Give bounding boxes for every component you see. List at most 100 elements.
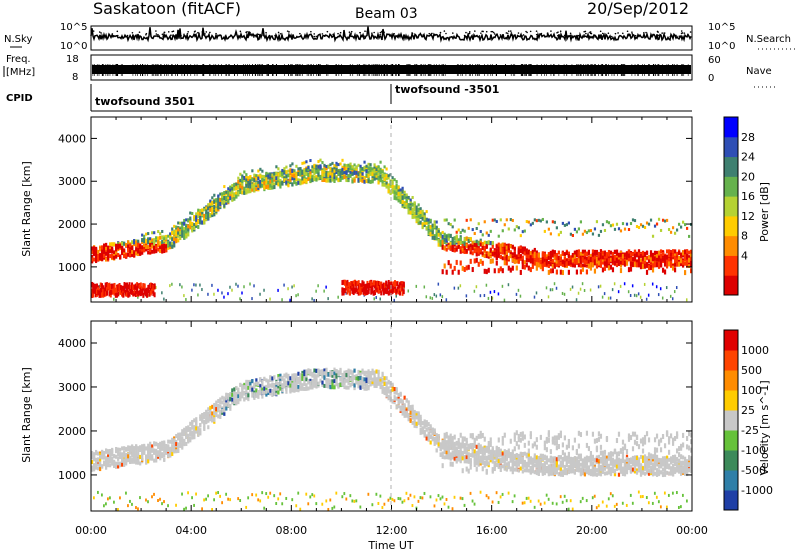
velocity-cell [161,502,163,505]
power-cell [578,258,580,263]
velocity-cell [163,453,165,457]
search-noise-dot [431,33,433,35]
power-cell [225,191,227,194]
velocity-cell [115,447,117,451]
power-cell [277,182,279,186]
power-cell [684,262,686,266]
power-cell [217,194,219,197]
power-cell [550,268,552,273]
power-cell [311,165,313,168]
power-cell [231,198,233,202]
velocity-cell [273,392,275,396]
velocity-cell [273,383,275,387]
power-cell [375,296,377,299]
search-noise-dot [589,31,591,33]
power-cell [610,251,612,255]
power-cell [614,256,616,260]
velocity-cell [109,496,111,499]
sky-left-tick-bottom: 10^0 [60,41,87,52]
velocity-cell [135,461,137,465]
power-cell [508,283,510,286]
power-cell [630,257,632,261]
power-cell [349,166,351,170]
velocity-cell [143,444,145,448]
power-cell [474,290,476,293]
power-cell [594,255,596,259]
search-noise-dot [652,35,654,37]
power-cell [261,178,263,182]
power-cell [221,291,223,294]
power-cell [462,248,464,252]
power-cell [500,218,502,221]
velocity-cell [199,417,201,421]
search-noise-dot [617,32,619,34]
power-cell [588,264,590,269]
power-cell [267,185,269,189]
power-cell [273,185,275,189]
velocity-cell [191,436,193,440]
search-noise-dot [252,34,254,36]
power-cell [247,189,249,193]
search-noise-dot [253,36,255,38]
power-cell [580,288,582,291]
search-noise-dot [480,32,482,34]
search-noise-dot [476,36,478,38]
velocity-cell [169,453,171,457]
velocity-cell [293,373,295,377]
power-cell [327,165,329,168]
power-cell [418,203,420,206]
power-cell [452,240,454,244]
power-cell [107,256,109,260]
power-cell [676,263,678,267]
power-cell [402,190,404,194]
power-cell [305,168,307,172]
power-cell [464,267,466,272]
power-cell [223,204,225,208]
power-cell [660,287,662,290]
power-cell [430,225,432,229]
power-cell [347,164,349,167]
power-cell [265,172,267,175]
power-cell [514,228,516,231]
power-cell [400,200,402,204]
velocity-cell [113,461,115,465]
power-cell [367,166,369,170]
velocity-cell [211,411,213,415]
velocity-cell [183,431,185,435]
power-cell [512,245,514,249]
power-cell [197,214,199,218]
power-cell [173,237,175,241]
power-cell [660,254,662,258]
power-cell [271,179,273,183]
power-cell [644,226,646,229]
power-cell [536,253,538,257]
velocity-cell [123,446,125,450]
velocity-cell [119,496,121,499]
power-cell [652,283,654,286]
freq-label-2: [MHz] [6,67,35,78]
velocity-cell [273,375,275,379]
power-cell [566,251,568,255]
velocity-cell [275,387,277,391]
power-cell [472,251,474,255]
power-cell [420,214,422,218]
power-cell [396,180,398,183]
power-cell [576,270,578,275]
power-cell [154,284,156,289]
power-cell [478,250,480,254]
power-cell [109,249,111,253]
velocity-cell [293,379,295,383]
velocity-cell [231,393,233,397]
power-cell [648,259,650,263]
velocity-cell [169,449,171,453]
velocity-cell [117,457,119,461]
power-cell [624,253,626,257]
power-cell [554,221,556,224]
power-cell [560,262,562,266]
velocity-cell [97,466,99,470]
power-cell [396,192,398,196]
power-cell [650,250,652,254]
power-cell [215,208,217,212]
velocity-cell [257,498,259,501]
velocity-cell [195,426,197,430]
